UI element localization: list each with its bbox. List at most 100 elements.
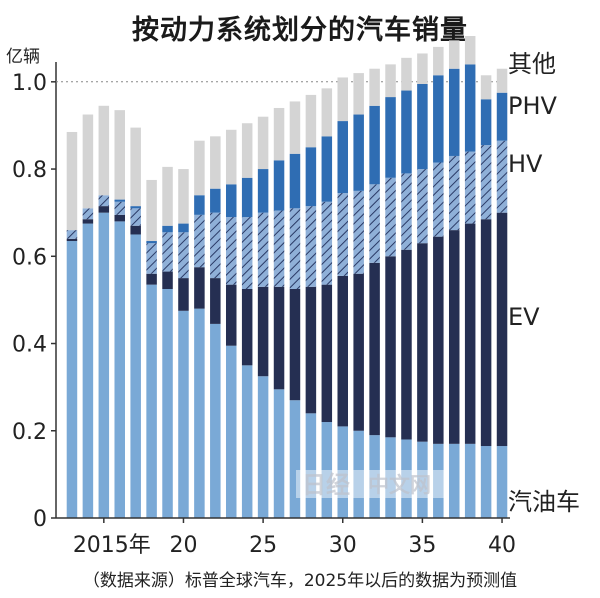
bar-segment: [385, 437, 396, 518]
watermark: 日经 中文网: [296, 470, 444, 499]
bar-stack: [385, 64, 396, 518]
bar-segment: [241, 289, 253, 366]
bar-segment: [321, 88, 333, 137]
bar-segment: [289, 289, 301, 401]
bar-segment: [496, 140, 508, 213]
bar-stack: [305, 94, 317, 518]
bar-segment: [369, 435, 380, 518]
x-tick-label: 30: [329, 533, 357, 558]
bar-segment: [162, 289, 173, 518]
bar-stack: [321, 88, 333, 518]
bar-segment: [114, 110, 125, 200]
bar-segment: [480, 219, 492, 447]
bar-stack: [464, 36, 476, 518]
bar-segment: [210, 136, 221, 189]
bar-segment: [448, 230, 460, 444]
x-tick-label: 2015年: [73, 533, 151, 558]
bar-segment: [353, 73, 364, 115]
bar-segment: [273, 389, 285, 518]
bar-segment: [194, 267, 205, 309]
bar-segment: [401, 249, 412, 440]
bar-segment: [241, 365, 253, 518]
bar-segment: [464, 443, 476, 518]
bar-segment: [210, 278, 221, 324]
bar-segment: [162, 225, 173, 233]
bar-segment: [417, 441, 428, 518]
bar-segment: [480, 446, 492, 518]
bar-segment: [369, 105, 380, 185]
bar-segment: [257, 376, 269, 518]
chart-source-note: （数据来源）标普全球汽车，2025年以后的数据为预测值: [82, 571, 518, 591]
bar-stack: [162, 166, 173, 518]
bar-segment: [241, 177, 253, 218]
bar-segment: [114, 199, 125, 202]
bar-segment: [433, 75, 444, 163]
bar-segment: [321, 136, 333, 202]
bar-segment: [273, 160, 285, 211]
bar-stack: [401, 57, 412, 518]
bar-segment: [178, 223, 189, 233]
x-tick-label: 35: [408, 533, 436, 558]
bar-segment: [353, 114, 364, 191]
bar-segment: [305, 94, 317, 148]
bar-segment: [385, 177, 396, 257]
y-axis: 0 0.2 0.4 0.6 0.8 1.0 亿辆: [6, 47, 57, 532]
bar-segment: [433, 443, 444, 518]
bar-segment: [480, 75, 492, 100]
bar-segment: [114, 214, 125, 222]
bar-segment: [496, 68, 508, 93]
x-axis: 2015年 20 25 30 35 40: [56, 517, 516, 558]
bar-segment: [130, 208, 141, 226]
bar-segment: [241, 123, 253, 178]
bar-segment: [433, 162, 444, 237]
bar-segment: [369, 184, 380, 263]
bar-segment: [210, 323, 221, 518]
bar-segment: [98, 212, 110, 519]
bar-segment: [337, 193, 348, 276]
bar-segment: [496, 92, 508, 141]
bar-segment: [448, 443, 460, 518]
bar-stack: [480, 75, 492, 518]
bar-segment: [289, 208, 301, 289]
bar-segment: [257, 212, 269, 287]
bar-segment: [210, 188, 221, 213]
bar-segment: [178, 232, 189, 279]
bar-segment: [337, 77, 348, 122]
series-label: HV: [508, 150, 543, 178]
bar-segment: [178, 310, 189, 518]
bar-segment: [82, 219, 94, 224]
bar-stack: [194, 140, 205, 518]
bar-segment: [464, 151, 476, 224]
bar-stack: [66, 131, 78, 518]
bar-segment: [114, 221, 125, 518]
bar-stack: [257, 116, 269, 518]
x-tick-label: 20: [169, 533, 197, 558]
bar-segment: [321, 422, 333, 518]
bar-segment: [82, 208, 94, 220]
bar-segment: [321, 284, 333, 423]
bar-stack: [353, 73, 364, 518]
bar-segment: [130, 127, 141, 207]
bar-segment: [257, 286, 269, 377]
bar-segment: [305, 413, 317, 518]
bar-segment: [66, 131, 78, 231]
bar-segment: [433, 236, 444, 444]
bar-stack: [114, 110, 125, 518]
bar-segment: [194, 140, 205, 196]
bar-segment: [66, 230, 78, 239]
bar-segment: [162, 232, 173, 272]
bar-stack: [210, 136, 221, 518]
bar-segment: [401, 90, 412, 174]
bar-segment: [337, 121, 348, 194]
chart-title: 按动力系统划分的汽车销量: [132, 15, 468, 46]
bar-segment: [225, 345, 237, 518]
bar-segment: [417, 243, 428, 442]
watermark-logo-box: [296, 470, 444, 498]
bar-segment: [146, 241, 157, 244]
bar-segment: [225, 184, 237, 218]
bar-segment: [82, 114, 94, 209]
bar-segment: [114, 201, 125, 215]
bar-stack: [225, 129, 237, 518]
bar-segment: [130, 206, 141, 209]
bar-segment: [496, 212, 508, 447]
